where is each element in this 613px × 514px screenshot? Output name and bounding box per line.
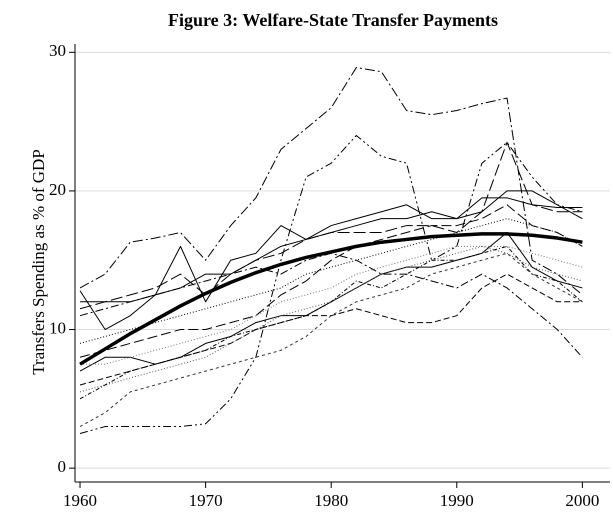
- series-line: [79, 245, 583, 393]
- series-line: [79, 134, 583, 434]
- series-line: [80, 245, 583, 365]
- series-line: [80, 190, 583, 303]
- y-tick-label: 10: [49, 318, 66, 337]
- x-tick-label: 1990: [440, 491, 474, 510]
- x-tick-label: 2000: [565, 491, 599, 510]
- y-tick-label: 20: [49, 180, 66, 199]
- y-tick-label: 0: [58, 457, 67, 476]
- x-tick-label: 1980: [314, 491, 348, 510]
- series-line: [79, 252, 583, 427]
- x-tick-label: 1970: [189, 491, 223, 510]
- series-line: [79, 245, 583, 400]
- y-axis-label: Transfers Spending as % of GDP: [29, 149, 48, 375]
- series-line: [79, 218, 583, 344]
- series-line: [79, 67, 583, 296]
- series-line: [79, 252, 583, 358]
- x-tick-label: 1960: [63, 491, 97, 510]
- series-line: [79, 204, 583, 358]
- y-tick-label: 30: [49, 41, 66, 60]
- chart-title: Figure 3: Welfare-State Transfer Payment…: [168, 10, 498, 30]
- series-line: [79, 232, 583, 366]
- series-line: [79, 197, 583, 331]
